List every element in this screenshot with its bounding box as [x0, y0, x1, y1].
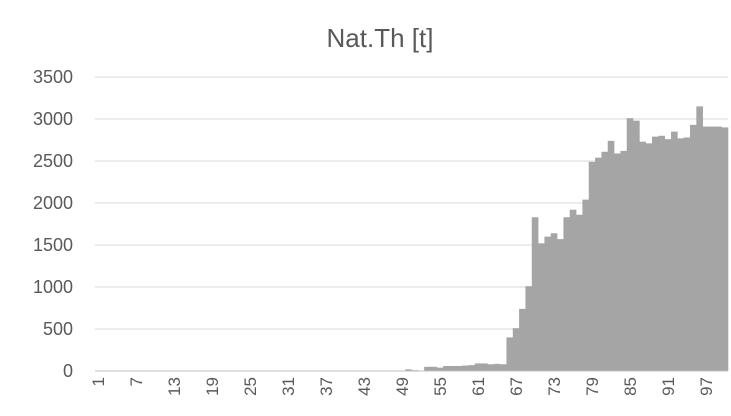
x-tick-label: 7 — [127, 377, 146, 386]
bar — [696, 106, 703, 372]
bar — [506, 337, 514, 371]
bar — [468, 365, 476, 371]
bar — [544, 236, 552, 371]
bar — [658, 135, 665, 371]
bar — [493, 363, 501, 371]
bar — [595, 157, 602, 371]
bar — [563, 217, 571, 371]
bar — [652, 136, 659, 371]
bar — [462, 365, 469, 371]
bars — [405, 106, 729, 372]
y-tick-label: 1500 — [33, 235, 73, 255]
x-tick-label: 37 — [317, 377, 336, 396]
x-tick-label: 13 — [165, 377, 184, 396]
gridlines — [95, 76, 728, 330]
bar — [645, 143, 653, 371]
bar — [690, 124, 697, 371]
bar — [721, 127, 729, 372]
bar — [487, 364, 495, 371]
bar — [709, 126, 716, 371]
bar — [531, 217, 539, 371]
x-tick-label: 79 — [583, 377, 602, 396]
y-tick-label: 0 — [63, 361, 73, 381]
bar — [633, 120, 640, 372]
bar — [405, 369, 412, 371]
y-tick-label: 500 — [43, 319, 73, 339]
bar — [512, 328, 520, 371]
y-tick-label: 1000 — [33, 277, 73, 297]
x-tick-label: 91 — [659, 377, 678, 396]
x-tick-label: 49 — [393, 377, 412, 396]
bar — [683, 137, 691, 371]
bar — [664, 139, 672, 371]
x-tick-label: 97 — [697, 377, 716, 396]
bar — [436, 367, 444, 371]
bar — [430, 366, 438, 371]
bar — [550, 233, 558, 371]
bar — [538, 243, 545, 371]
x-axis-labels: 1 7 13 19 25 31 37 43 49 55 61 67 73 79 85 91 97 — [89, 377, 716, 396]
bar — [601, 151, 609, 371]
bar — [620, 150, 628, 371]
y-tick-label: 2000 — [33, 193, 73, 213]
bar — [576, 214, 583, 371]
bar — [443, 365, 450, 371]
bar — [671, 131, 678, 371]
y-tick-label: 2500 — [33, 151, 73, 171]
x-tick-label: 67 — [507, 377, 526, 396]
x-tick-label: 25 — [241, 377, 260, 396]
x-tick-label: 85 — [621, 377, 640, 396]
bar — [455, 365, 463, 371]
bar — [614, 153, 621, 371]
x-tick-label: 61 — [469, 377, 488, 396]
bar — [677, 138, 684, 371]
y-axis-labels: 0 500 1000 1500 2000 2500 3000 3500 — [33, 67, 73, 381]
bar — [449, 365, 457, 371]
bar — [519, 308, 526, 371]
y-tick-label: 3500 — [33, 67, 73, 87]
x-tick-label: 43 — [355, 377, 374, 396]
bar — [715, 126, 722, 371]
y-tick-label: 3000 — [33, 109, 73, 129]
x-tick-label: 73 — [545, 377, 564, 396]
bar — [500, 364, 507, 371]
bar — [582, 199, 590, 371]
bar — [639, 141, 647, 371]
bar — [607, 140, 615, 371]
x-tick-label: 19 — [203, 377, 222, 396]
x-tick-label: 55 — [431, 377, 450, 396]
chart-title: Nat.Th [t] — [327, 23, 434, 53]
bar — [424, 366, 431, 371]
x-tick-label: 31 — [279, 377, 298, 396]
bar — [557, 239, 564, 371]
bar — [569, 209, 577, 371]
bar — [626, 118, 634, 371]
bar — [481, 363, 488, 371]
bar — [474, 363, 482, 371]
x-tick-label: 1 — [89, 377, 108, 386]
bar — [588, 161, 596, 371]
bar — [702, 126, 710, 371]
bar — [525, 286, 533, 371]
